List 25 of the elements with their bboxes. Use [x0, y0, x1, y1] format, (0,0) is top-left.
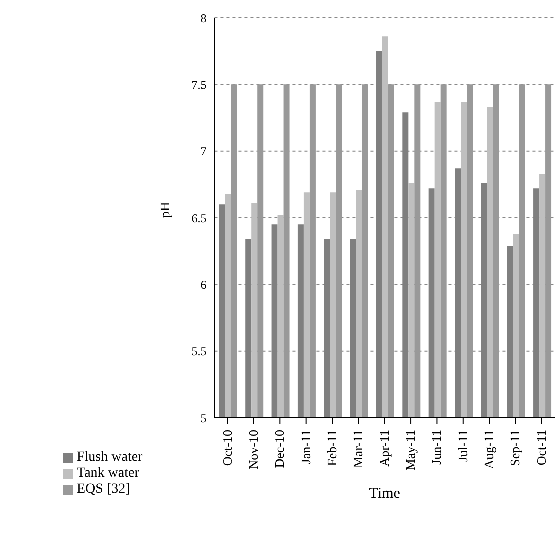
- y-axis-title: pH: [157, 202, 172, 218]
- y-tick-label: 6: [200, 278, 207, 292]
- legend-label: EQS [32]: [77, 482, 130, 497]
- x-axis-title: Time: [369, 486, 401, 502]
- y-tick-label: 5.5: [192, 344, 207, 359]
- x-tick-label: Jul-11: [455, 430, 470, 462]
- x-tick-label: Jan-11: [298, 430, 314, 464]
- y-tick-label: 7.5: [192, 78, 207, 92]
- x-tick-label: Oct-11: [534, 430, 549, 466]
- x-tick-label: May-11: [403, 430, 418, 471]
- x-tick-label: Dec-10: [272, 430, 288, 468]
- x-tick-label: Nov-10: [246, 430, 261, 470]
- y-tick-label: 6.5: [192, 211, 207, 226]
- x-tick-label: Oct-10: [220, 430, 235, 466]
- legend-label: Flush water: [77, 450, 143, 465]
- y-tick-label: 7: [200, 144, 207, 159]
- x-tick-label: Feb-11: [324, 430, 340, 466]
- x-tick-label: Sep-11: [508, 430, 523, 466]
- legend-label: Tank water: [77, 466, 140, 481]
- x-tick-label: Apr-11: [376, 430, 392, 467]
- x-tick-label: Aug-11: [482, 430, 497, 470]
- x-tick-label: Mar-11: [350, 430, 366, 468]
- x-tick-label: Jun-11: [429, 430, 444, 465]
- y-tick-label: 8: [200, 11, 207, 26]
- y-tick-label: 5: [200, 411, 207, 426]
